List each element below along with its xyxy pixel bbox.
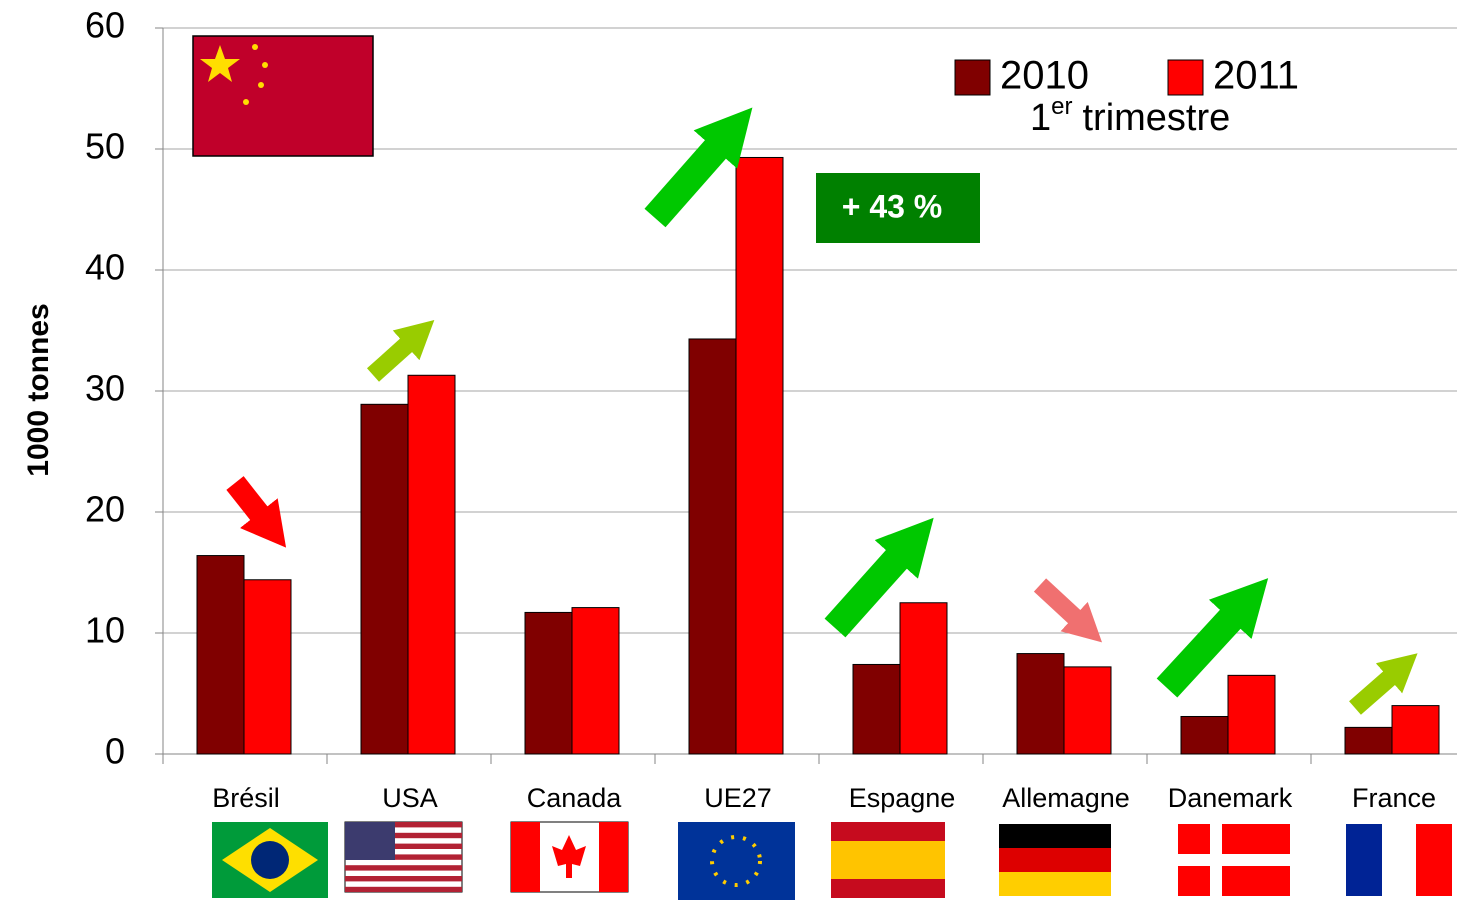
x-tick-label: Espagne [849, 783, 956, 813]
bar [1391, 705, 1440, 755]
bar [1016, 653, 1065, 755]
x-tick-label: Danemark [1168, 783, 1293, 813]
x-tick-label: France [1352, 783, 1436, 813]
annotation: + 43 % [842, 188, 943, 224]
y-axis-label: 1000 tonnes [22, 303, 55, 476]
bar [899, 602, 948, 755]
x-tick-label: UE27 [704, 783, 772, 813]
china-flag [192, 35, 374, 157]
bar [688, 338, 737, 755]
bar [407, 374, 456, 755]
y-tick-label: 10 [85, 610, 125, 651]
legend-label: 2010 [1000, 54, 1089, 98]
legend-label: 2011 [1213, 54, 1299, 98]
y-tick-label: 40 [85, 247, 125, 288]
bar [852, 663, 901, 755]
bar [571, 607, 620, 755]
bar [735, 156, 784, 755]
note-number: 1 [1030, 97, 1051, 139]
annotation-box [816, 173, 980, 243]
bar [1344, 726, 1393, 755]
legend-swatch [1167, 59, 1204, 96]
bar [1063, 666, 1112, 755]
y-tick-label: 20 [85, 489, 125, 530]
x-tick-label: USA [382, 783, 438, 813]
plot-area: 0 10 20 30 40 50 60 Brésil USA Canada UE27 Espagne A… [85, 5, 1457, 813]
y-tick-label: 50 [85, 126, 125, 167]
bar [1227, 674, 1276, 755]
y-tick-label: 60 [85, 5, 125, 46]
country-flags [212, 821, 1452, 900]
trend-arrows [226, 107, 1418, 715]
bar [1180, 715, 1229, 755]
bar [360, 403, 409, 755]
x-tick-label: Allemagne [1002, 783, 1130, 813]
y-tick-label: 30 [85, 368, 125, 409]
x-tick-label: Canada [527, 783, 623, 813]
bar [524, 611, 573, 755]
x-tick-label: Brésil [212, 783, 280, 813]
y-tick-label: 0 [105, 731, 125, 772]
note-text: trimestre [1082, 97, 1230, 139]
legend-note: 1er trimestre [1030, 93, 1230, 139]
bar [196, 555, 245, 755]
legend-swatch [954, 59, 991, 96]
note-superscript: er [1051, 93, 1072, 120]
bar [243, 579, 292, 755]
